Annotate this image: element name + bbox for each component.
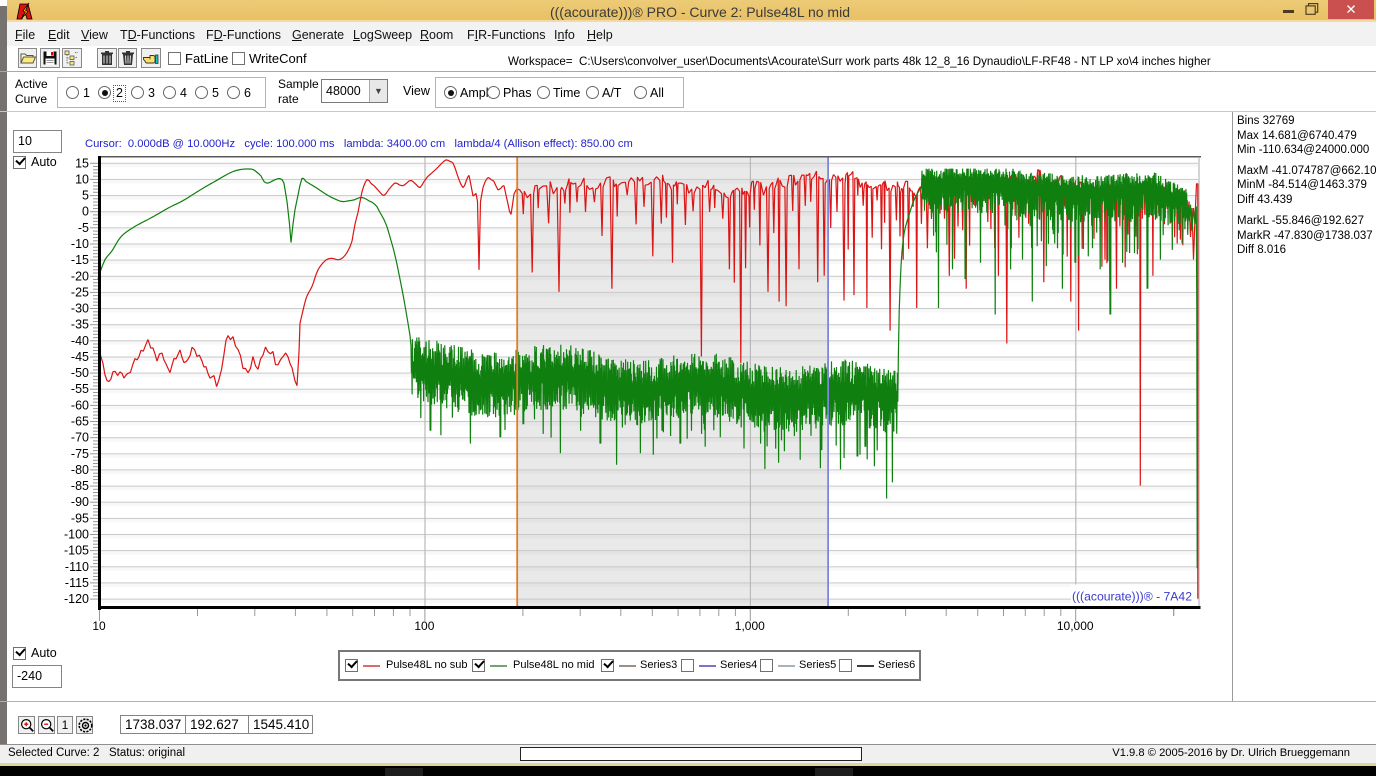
svg-text:-10: -10 (71, 237, 89, 251)
svg-text:-75: -75 (71, 447, 89, 461)
svg-text:100: 100 (414, 619, 434, 633)
svg-text:1,000: 1,000 (735, 619, 765, 633)
svg-text:(((acourate)))® - 7A42: (((acourate)))® - 7A42 (1072, 590, 1192, 604)
svg-text:-105: -105 (64, 544, 89, 558)
svg-text:-70: -70 (71, 431, 89, 445)
svg-text:-35: -35 (71, 318, 89, 332)
svg-text:-50: -50 (71, 366, 89, 380)
svg-text:-40: -40 (71, 334, 89, 348)
svg-text:-15: -15 (71, 253, 89, 267)
svg-text:-25: -25 (71, 285, 89, 299)
svg-text:-30: -30 (71, 302, 89, 316)
svg-text:-120: -120 (64, 592, 89, 606)
svg-text:10: 10 (75, 172, 89, 186)
svg-text:0: 0 (82, 205, 89, 219)
svg-text:15: 15 (75, 156, 89, 170)
svg-text:10,000: 10,000 (1057, 619, 1094, 633)
svg-text:-115: -115 (65, 576, 89, 590)
svg-text:-65: -65 (71, 415, 89, 429)
svg-text:-55: -55 (71, 382, 89, 396)
svg-text:-100: -100 (64, 528, 89, 542)
svg-text:-80: -80 (71, 463, 89, 477)
svg-text:-20: -20 (71, 269, 89, 283)
svg-text:-5: -5 (78, 221, 89, 235)
svg-text:10: 10 (92, 619, 106, 633)
svg-text:-85: -85 (71, 479, 89, 493)
svg-text:-110: -110 (65, 560, 89, 574)
svg-text:-45: -45 (71, 350, 89, 364)
svg-text:-60: -60 (71, 398, 89, 412)
svg-text:-90: -90 (71, 495, 89, 509)
svg-text:5: 5 (82, 189, 89, 203)
svg-text:-95: -95 (71, 511, 89, 525)
